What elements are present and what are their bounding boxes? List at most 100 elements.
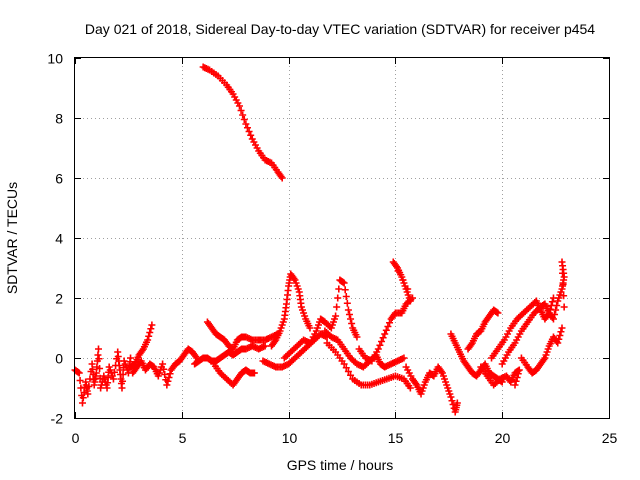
data-point	[277, 173, 285, 180]
data-point	[347, 371, 355, 379]
y-tick-label: 2	[55, 291, 63, 307]
data-point	[94, 345, 102, 353]
data-point	[76, 377, 84, 384]
data-point	[437, 368, 445, 375]
plot-frame	[74, 57, 610, 419]
data-point	[78, 399, 86, 407]
data-point	[166, 370, 174, 378]
data-point	[290, 275, 298, 282]
data-point	[494, 309, 502, 317]
data-point	[548, 298, 556, 306]
data-point	[335, 285, 343, 293]
data-point	[278, 174, 286, 182]
series-fall-12-16	[323, 339, 414, 392]
series-hump-6-9	[203, 318, 282, 353]
data-point	[554, 339, 562, 347]
data-point	[240, 116, 248, 123]
data-point	[386, 319, 394, 327]
y-tick-label: -2	[51, 411, 64, 427]
x-tick-label: 20	[495, 430, 511, 446]
data-point	[165, 374, 173, 381]
axis-ticks: 0 5 10 15 20 25 -2 0 2 4 6 8 10	[47, 51, 617, 447]
data-point	[271, 338, 279, 345]
data-point	[344, 368, 352, 375]
data-point	[144, 336, 152, 344]
series-climb-20-23	[498, 258, 568, 368]
data-point	[235, 102, 243, 110]
data-point	[342, 364, 350, 372]
data-point	[515, 366, 523, 374]
data-point	[547, 302, 555, 309]
data-point	[345, 311, 353, 318]
data-point	[138, 347, 146, 354]
data-point	[164, 377, 172, 385]
data-point	[145, 332, 153, 340]
data-point	[148, 321, 156, 329]
data-point	[192, 353, 200, 360]
data-point	[334, 294, 342, 302]
data-point	[400, 354, 408, 362]
data-point	[344, 306, 352, 314]
x-tick-label: 25	[602, 430, 618, 446]
x-tick-label: 15	[388, 430, 404, 446]
data-point	[341, 286, 349, 294]
data-point	[540, 356, 548, 363]
x-tick-label: 10	[282, 430, 298, 446]
series-cluster-10-13	[280, 276, 361, 362]
series-rise-to-10	[268, 270, 314, 350]
data-point	[545, 309, 553, 317]
data-point	[85, 383, 93, 390]
data-point	[163, 381, 171, 389]
data-point	[376, 341, 384, 349]
data-point	[242, 120, 250, 128]
data-point	[146, 329, 154, 336]
data-point	[84, 390, 92, 398]
data-point	[560, 292, 568, 300]
data-point	[348, 320, 356, 327]
data-point	[243, 124, 251, 132]
data-point	[544, 311, 552, 318]
data-point	[109, 375, 117, 383]
data-point	[119, 371, 127, 378]
data-point	[514, 370, 522, 378]
series-rise-18-20	[464, 306, 502, 353]
data-point	[448, 397, 456, 405]
data-point	[378, 338, 386, 345]
series-low-19-21	[477, 363, 523, 389]
data-point	[560, 303, 568, 311]
series-low-cluster-3-5	[129, 345, 201, 389]
data-point	[340, 279, 348, 287]
data-point	[245, 128, 253, 135]
data-point	[118, 384, 126, 392]
y-tick-label: 8	[55, 111, 63, 127]
data-point	[374, 345, 382, 353]
data-point	[546, 305, 554, 313]
data-point	[559, 281, 567, 288]
data-point	[332, 312, 340, 320]
data-point	[333, 303, 341, 311]
x-tick-label: 5	[179, 430, 187, 446]
y-tick-label: 10	[47, 51, 63, 67]
data-point	[353, 333, 361, 341]
data-point	[406, 384, 414, 392]
series-start-cluster	[71, 345, 135, 407]
data-point	[557, 328, 565, 336]
data-point	[512, 377, 520, 385]
series-peak-near-15	[355, 258, 416, 365]
series-high-arc	[199, 63, 286, 182]
data-point	[95, 355, 103, 363]
data-point	[239, 111, 247, 119]
data-point	[412, 380, 420, 387]
data-point	[467, 341, 475, 348]
data-point	[75, 369, 83, 377]
data-point	[381, 330, 389, 338]
data-point	[556, 332, 564, 339]
data-point	[94, 351, 102, 359]
y-tick-label: 6	[55, 171, 63, 187]
data-point	[250, 369, 258, 377]
data-point	[558, 324, 566, 332]
data-point	[340, 360, 348, 368]
data-point	[406, 297, 414, 305]
data-point	[247, 131, 255, 139]
